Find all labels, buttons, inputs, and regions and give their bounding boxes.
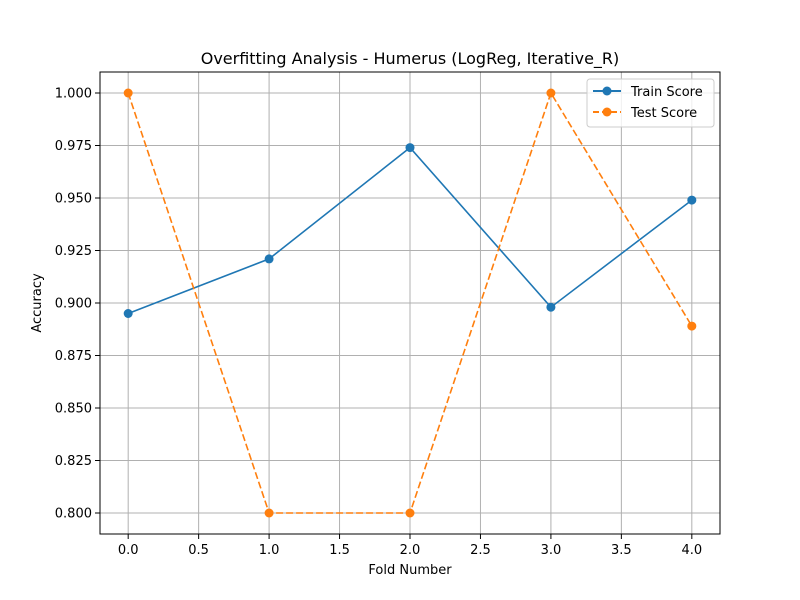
legend: Train Score Test Score xyxy=(586,78,715,128)
y-tick-label: 0.900 xyxy=(55,297,92,312)
series-layer xyxy=(123,88,697,518)
y-tick-label: 0.850 xyxy=(55,402,92,417)
data-point xyxy=(264,254,274,264)
x-tick-label: 2.0 xyxy=(400,543,421,558)
y-axis-label: Accuracy xyxy=(30,273,45,333)
grid-lines xyxy=(100,72,720,534)
y-tick-label: 0.975 xyxy=(55,139,92,154)
legend-test-label: Test Score xyxy=(630,106,697,121)
x-tick-label: 3.0 xyxy=(541,543,562,558)
x-tick-label: 0.5 xyxy=(188,543,209,558)
data-point xyxy=(546,88,556,98)
data-point xyxy=(405,508,415,518)
data-point xyxy=(123,309,133,318)
y-tick-label: 0.950 xyxy=(55,192,92,207)
data-point xyxy=(687,195,697,205)
data-point xyxy=(687,321,697,331)
x-tick-label: 1.5 xyxy=(329,543,350,558)
x-tick-label: 0.0 xyxy=(118,543,139,558)
x-tick-label: 3.5 xyxy=(611,543,632,558)
y-tick-label: 0.800 xyxy=(55,507,92,522)
y-tick-label: 1.000 xyxy=(55,87,92,102)
x-tick-label: 1.0 xyxy=(259,543,280,558)
data-point xyxy=(546,302,556,312)
data-point xyxy=(264,508,274,518)
x-tick-label: 4.0 xyxy=(681,543,702,558)
tick-layer: 0.0 0.5 1.0 1.5 2.0 2.5 3.0 3.5 4.0 0.800 0.825 0.8… xyxy=(55,87,702,559)
legend-train-label: Train Score xyxy=(630,85,703,100)
legend-test-marker xyxy=(602,107,612,117)
y-tick-label: 0.825 xyxy=(55,454,92,469)
data-point xyxy=(405,143,415,153)
x-axis-label: Fold Number xyxy=(368,563,452,578)
y-tick-label: 0.925 xyxy=(55,244,92,259)
data-point xyxy=(123,88,133,98)
y-tick-label: 0.875 xyxy=(55,349,92,364)
legend-train-marker xyxy=(602,86,612,96)
x-tick-label: 2.5 xyxy=(470,543,491,558)
chart-title: Overfitting Analysis - Humerus (LogReg, … xyxy=(201,49,620,69)
